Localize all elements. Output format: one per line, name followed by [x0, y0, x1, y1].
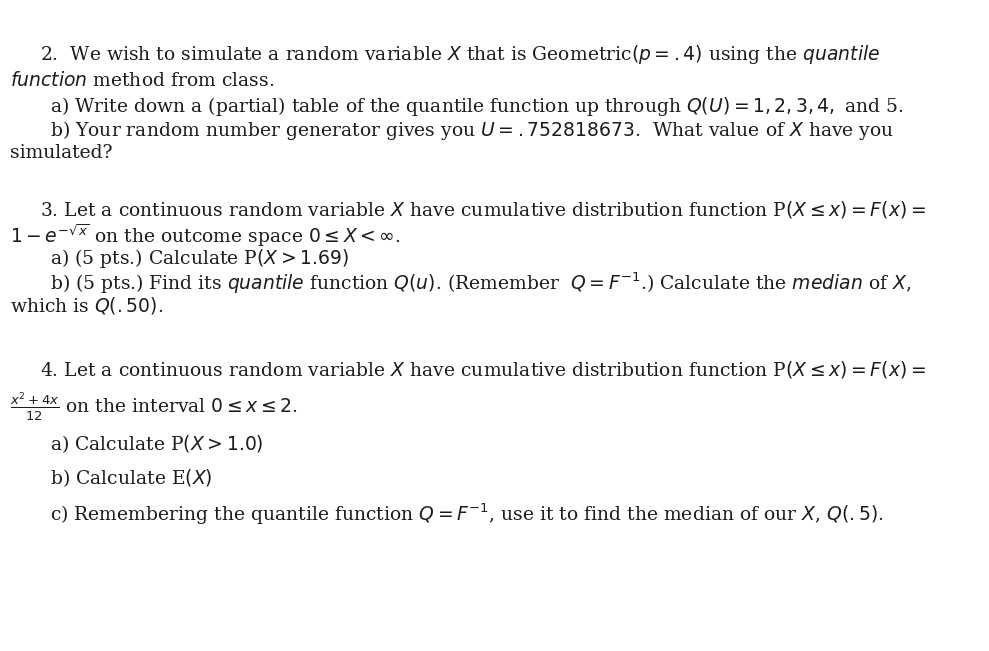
Text: b) Calculate E$(X)$: b) Calculate E$(X)$: [50, 467, 213, 490]
Text: b) (5 pts.) Find its $\mathit{quantile}$ function $Q(u)$. (Remember  $Q = F^{-1}: b) (5 pts.) Find its $\mathit{quantile}$…: [50, 271, 911, 296]
Text: $\frac{x^2+4x}{12}$ on the interval $0 \leq x \leq 2$.: $\frac{x^2+4x}{12}$ on the interval $0 \…: [10, 391, 298, 422]
Text: 4. Let a continuous random variable $X$ have cumulative distribution function P$: 4. Let a continuous random variable $X$ …: [40, 359, 926, 380]
Text: a) Write down a (partial) table of the quantile function up through $Q(U) = 1, 2: a) Write down a (partial) table of the q…: [50, 96, 904, 118]
Text: a) Calculate P$(X > 1.0)$: a) Calculate P$(X > 1.0)$: [50, 434, 264, 455]
Text: $\mathit{function}$ method from class.: $\mathit{function}$ method from class.: [10, 72, 274, 90]
Text: c) Remembering the quantile function $Q = F^{-1}$, use it to find the median of : c) Remembering the quantile function $Q …: [50, 501, 883, 527]
Text: which is $Q(.50)$.: which is $Q(.50)$.: [10, 294, 163, 316]
Text: 2.  We wish to simulate a random variable $X$ that is Geometric$(p = .4)$ using : 2. We wish to simulate a random variable…: [40, 44, 880, 66]
Text: a) (5 pts.) Calculate P$(X > 1.69)$: a) (5 pts.) Calculate P$(X > 1.69)$: [50, 247, 349, 270]
Text: $1 - e^{-\sqrt{x}}$ on the outcome space $0 \leq X < \infty$.: $1 - e^{-\sqrt{x}}$ on the outcome space…: [10, 223, 401, 249]
Text: simulated?: simulated?: [10, 143, 113, 161]
Text: b) Your random number generator gives you $U = .752818673$.  What value of $X$ h: b) Your random number generator gives yo…: [50, 120, 894, 143]
Text: 3. Let a continuous random variable $X$ have cumulative distribution function P$: 3. Let a continuous random variable $X$ …: [40, 199, 926, 219]
